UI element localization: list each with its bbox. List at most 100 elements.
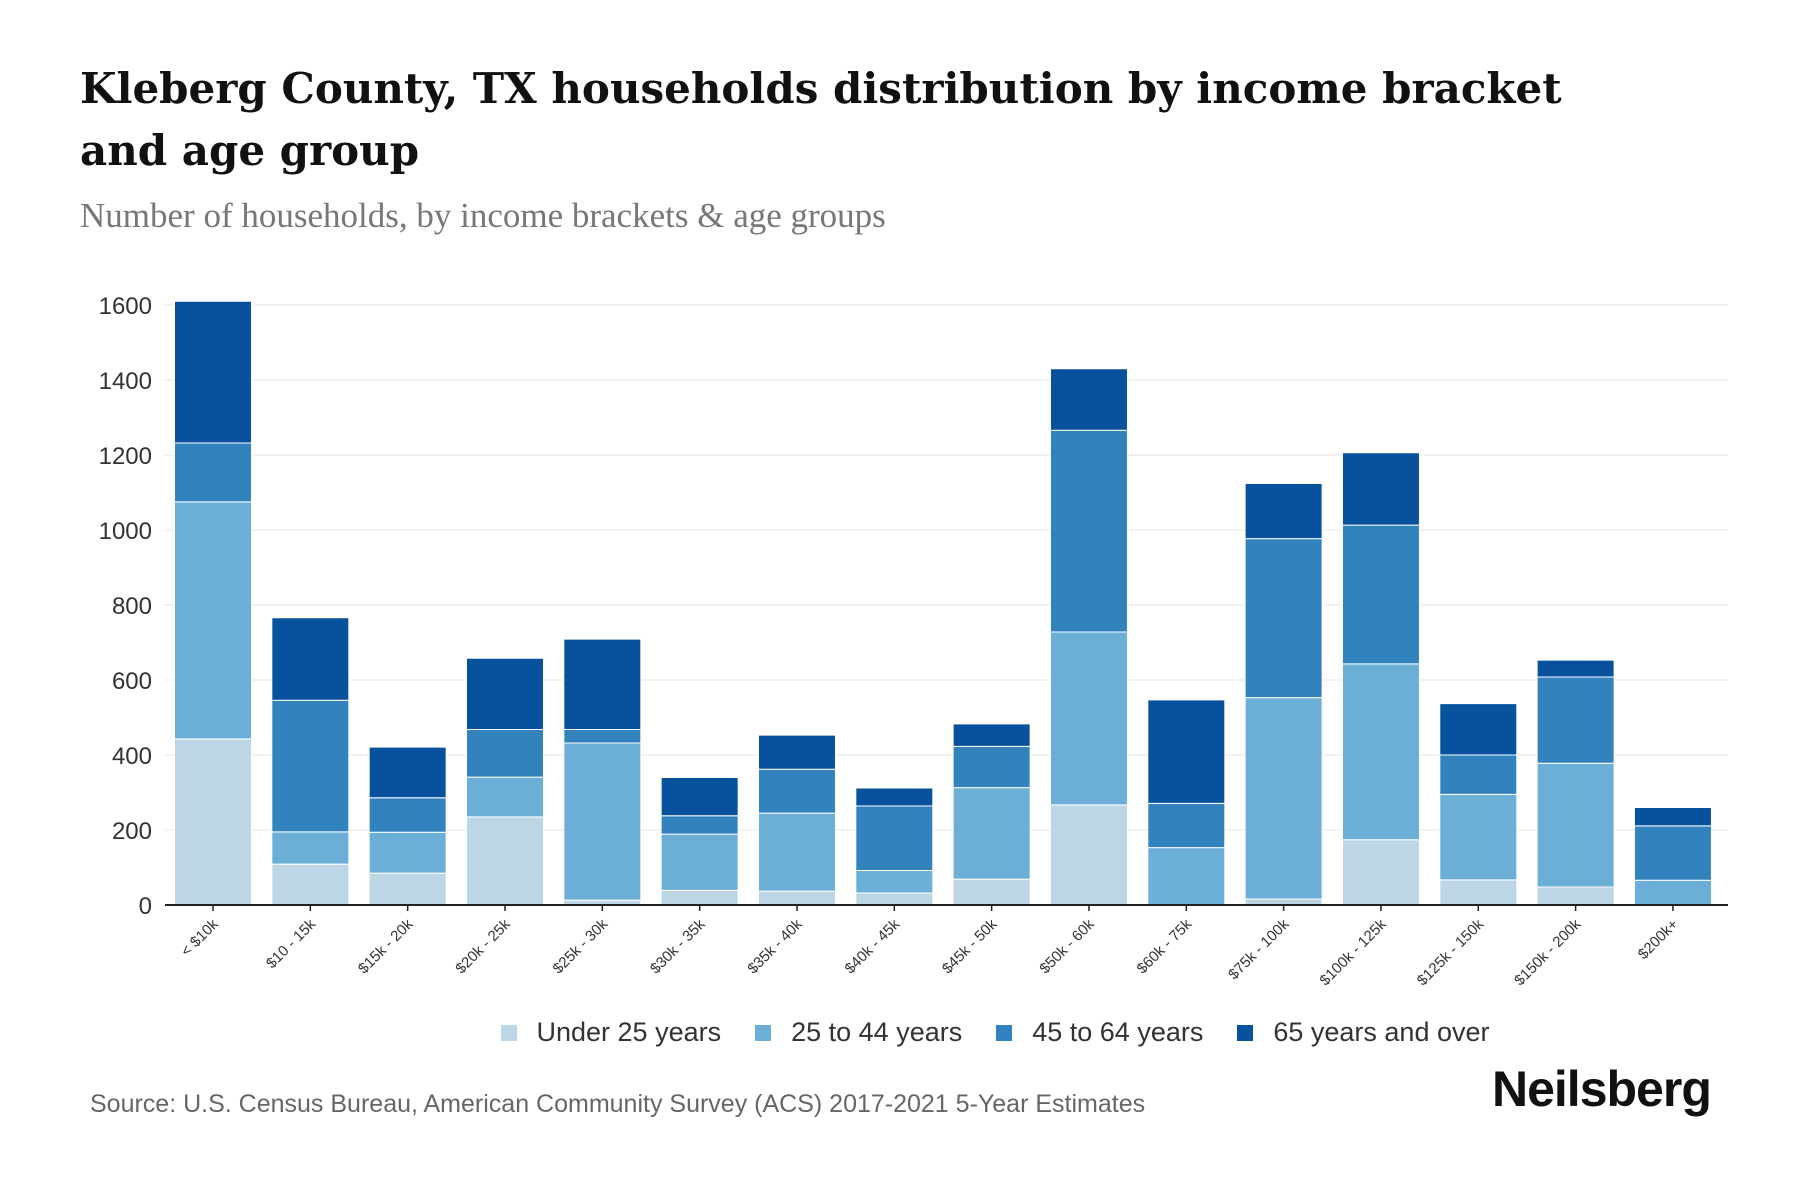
x-tick-label: < $10k: [178, 915, 223, 960]
x-tick-label: $125k - 150k: [1414, 915, 1488, 989]
legend-label: 25 to 44 years: [791, 1017, 963, 1047]
x-tick-label: $25k - 30k: [550, 915, 612, 977]
y-tick-label: 1600: [99, 293, 152, 320]
bar-segment-25-to-44-years: [1341, 663, 1420, 841]
bar-segment-25-to-44-years: [1439, 793, 1518, 881]
bar-segment-65-years-and-over: [1341, 452, 1420, 526]
bar-segment-65-years-and-over: [368, 746, 447, 799]
bar-segment-45-to-64-years: [563, 729, 642, 744]
legend-item: Under 25 years: [500, 1017, 721, 1048]
bar-stack: [465, 657, 544, 906]
bar-segment-45-to-64-years: [952, 745, 1031, 789]
stacked-bar-chart: 0 200 400 600 800 1000 1200 1400 1600 < $10k $10 …: [99, 293, 1728, 989]
bar-segment-45-to-64-years: [1439, 754, 1518, 795]
legend-swatch: [755, 1024, 772, 1041]
bar-segment-65-years-and-over: [271, 617, 350, 701]
bar-stack: [368, 746, 447, 906]
bar-segment-25-to-44-years: [368, 831, 447, 874]
bar-segment-65-years-and-over: [757, 734, 836, 770]
x-tick-label: $20k - 25k: [452, 915, 514, 977]
bar-segment-65-years-and-over: [660, 777, 739, 817]
bar-segment-45-to-64-years: [271, 699, 350, 833]
bar-segment-45-to-64-years: [465, 729, 544, 778]
legend-swatch: [1237, 1024, 1254, 1041]
x-tick-label: $40k - 45k: [842, 915, 904, 977]
bar-segment-45-to-64-years: [757, 768, 836, 814]
bar-segment-65-years-and-over: [1244, 483, 1323, 540]
bar-segment-25-to-44-years: [757, 812, 836, 892]
legend-label: 45 to 64 years: [1032, 1017, 1204, 1047]
bar-stack: [1147, 699, 1226, 906]
bar-segment-25-to-44-years: [1536, 762, 1615, 888]
legend-swatch: [500, 1024, 517, 1041]
bar-segment-45-to-64-years: [1244, 538, 1323, 699]
neilsberg-logo: Neilsberg: [1492, 1061, 1712, 1117]
bar-stack: [1244, 483, 1323, 906]
chart-subtitle: Number of households, by income brackets…: [80, 196, 886, 235]
bar-stack: [1049, 368, 1128, 906]
x-tick-label: $200k+: [1635, 916, 1682, 963]
x-tick-label: $150k - 200k: [1511, 915, 1585, 989]
x-tick-label: $75k - 100k: [1225, 915, 1293, 983]
bar-stack: [855, 787, 934, 906]
x-tick-label: $30k - 35k: [647, 915, 709, 977]
bar-segment-under-25-years: [271, 863, 350, 906]
bar-segment-25-to-44-years: [952, 787, 1031, 880]
bar-segment-under-25-years: [855, 892, 934, 906]
bar-segment-65-years-and-over: [1536, 659, 1615, 678]
y-tick-label: 600: [112, 668, 152, 695]
bar-segment-under-25-years: [1341, 839, 1420, 906]
bar-segment-under-25-years: [368, 872, 447, 906]
bar-segment-25-to-44-years: [563, 742, 642, 901]
bar-segment-45-to-64-years: [1633, 825, 1712, 881]
bar-segment-65-years-and-over: [1049, 368, 1128, 431]
bar-segment-under-25-years: [757, 890, 836, 906]
y-tick-label: 200: [112, 818, 152, 845]
legend-item: 45 to 64 years: [996, 1017, 1203, 1048]
bars: [174, 300, 1712, 906]
legend-item: 25 to 44 years: [755, 1017, 962, 1048]
y-axis-ticks: 0 200 400 600 800 1000 1200 1400 1600: [99, 293, 152, 920]
bar-segment-under-25-years: [174, 738, 252, 906]
bar-segment-65-years-and-over: [1147, 699, 1226, 804]
bar-segment-45-to-64-years: [1536, 676, 1615, 764]
bar-segment-65-years-and-over: [1633, 807, 1712, 827]
bar-stack: [952, 723, 1031, 906]
bar-segment-under-25-years: [1536, 886, 1615, 906]
bar-segment-under-25-years: [465, 816, 544, 906]
bar-stack: [1439, 703, 1518, 906]
bar-segment-45-to-64-years: [1341, 524, 1420, 665]
bar-segment-45-to-64-years: [1049, 429, 1128, 633]
bar-segment-under-25-years: [1439, 879, 1518, 906]
source-note: Source: U.S. Census Bureau, American Com…: [90, 1090, 1146, 1118]
bar-segment-under-25-years: [660, 889, 739, 906]
bar-stack: [1633, 807, 1712, 906]
bar-segment-65-years-and-over: [952, 723, 1031, 747]
bar-segment-65-years-and-over: [174, 300, 252, 444]
bar-segment-25-to-44-years: [271, 831, 350, 865]
bar-stack: [1341, 452, 1420, 906]
y-tick-label: 400: [112, 743, 152, 770]
y-tick-label: 0: [139, 893, 152, 920]
bar-segment-under-25-years: [952, 878, 1031, 906]
bar-stack: [1536, 659, 1615, 906]
x-tick-label: $50k - 60k: [1036, 915, 1098, 977]
bar-segment-65-years-and-over: [1439, 703, 1518, 756]
chart-title: Kleberg County, TX households distributi…: [80, 64, 1562, 175]
y-tick-label: 1000: [99, 518, 152, 545]
x-tick-label: $45k - 50k: [939, 915, 1001, 977]
bar-segment-45-to-64-years: [855, 805, 934, 871]
bar-segment-65-years-and-over: [465, 657, 544, 730]
bar-stack: [174, 300, 252, 906]
bar-segment-65-years-and-over: [855, 787, 934, 807]
bar-segment-65-years-and-over: [563, 638, 642, 730]
legend-swatch: [996, 1024, 1013, 1041]
x-tick-label: $35k - 40k: [744, 915, 806, 977]
bar-stack: [271, 617, 350, 906]
bar-segment-25-to-44-years: [174, 501, 252, 740]
bar-segment-45-to-64-years: [174, 442, 252, 503]
x-tick-label: $10 - 15k: [263, 915, 320, 972]
x-axis-ticks: < $10k $10 - 15k $15k - 20k $20k - 25k $25k …: [178, 905, 1682, 989]
bar-segment-under-25-years: [1049, 804, 1128, 906]
bar-segment-25-to-44-years: [465, 776, 544, 818]
